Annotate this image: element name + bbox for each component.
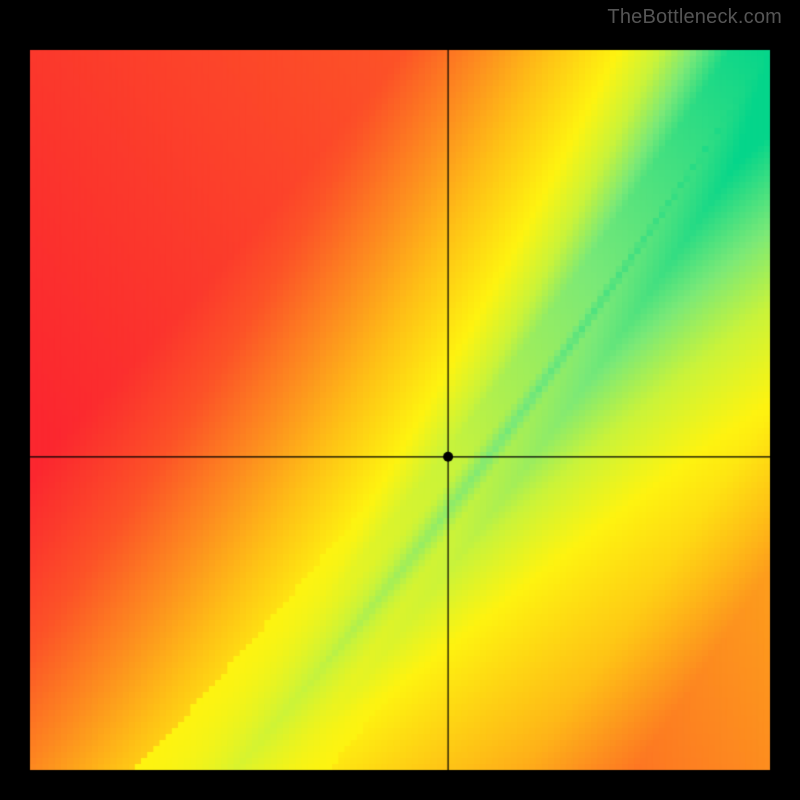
chart-container: TheBottleneck.com (0, 0, 800, 800)
bottleneck-heatmap-canvas (0, 0, 800, 800)
watermark-text: TheBottleneck.com (607, 6, 782, 29)
